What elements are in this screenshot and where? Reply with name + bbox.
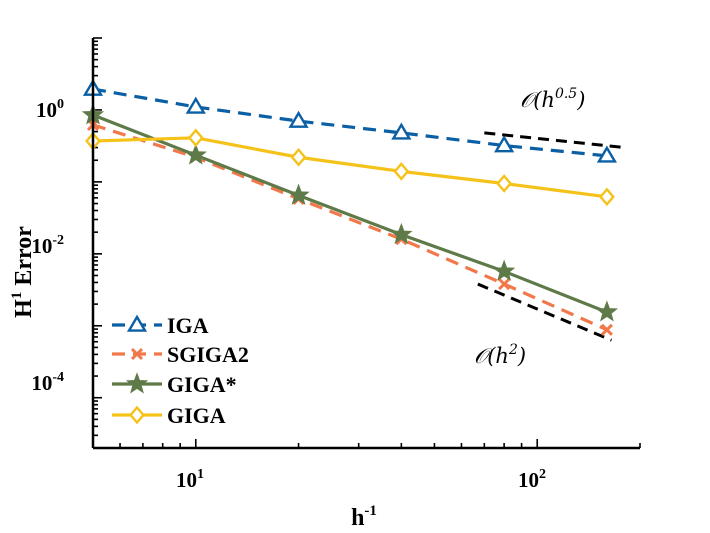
series-giga <box>85 128 615 207</box>
data-point-giga-star <box>184 143 207 165</box>
series-line-iga <box>92 87 608 158</box>
data-point-giga-star <box>595 300 619 322</box>
reference-line-two <box>477 282 613 342</box>
data-point-sgiga2 <box>498 277 511 291</box>
data-point-giga-star <box>287 183 310 205</box>
annotation-order-half: 𝒪(h0.5) <box>520 86 585 112</box>
series-line-sgiga2 <box>92 123 608 332</box>
data-point-giga <box>187 128 204 148</box>
data-point-iga <box>185 96 206 114</box>
x-axis-title: h-1 <box>351 503 377 531</box>
y-axis-title: H1 Error <box>9 226 37 318</box>
legend: IGA SGIGA2 GIGA* GIGA <box>112 313 249 428</box>
y-tick-label-neg2: 10-2 <box>31 233 64 258</box>
legend-marker-giga-star <box>125 372 149 394</box>
y-tick-label-0: 100 <box>36 97 64 122</box>
x-tick-label-10: 101 <box>176 467 204 492</box>
data-point-iga <box>391 122 412 140</box>
series-line-giga <box>92 136 608 199</box>
legend-label-giga-star: GIGA* <box>167 372 237 397</box>
data-point-iga <box>494 135 515 153</box>
y-tick-label-neg4: 10-4 <box>31 370 64 395</box>
legend-marker-iga <box>126 314 148 332</box>
legend-label-sgiga2: SGIGA2 <box>167 342 249 367</box>
reference-line-half <box>484 131 625 150</box>
legend-marker-sgiga2 <box>130 347 144 361</box>
data-point-giga <box>496 174 513 193</box>
data-point-iga <box>596 145 618 163</box>
data-point-giga <box>290 147 307 167</box>
data-point-sgiga2 <box>600 323 613 336</box>
series-line-giga-star <box>92 113 608 314</box>
series-group <box>81 78 619 336</box>
legend-label-giga: GIGA <box>167 403 226 428</box>
x-tick-label-100: 102 <box>518 467 546 492</box>
reference-lines <box>477 131 625 342</box>
data-point-giga <box>598 187 615 207</box>
data-point-iga <box>288 110 309 128</box>
data-point-giga-star <box>492 259 516 281</box>
legend-marks <box>112 314 162 425</box>
data-point-giga-star <box>390 222 413 245</box>
legend-marker-giga <box>129 405 145 425</box>
annotation-order-two: 𝒪(h2) <box>474 342 526 368</box>
legend-label-iga: IGA <box>167 313 209 338</box>
data-point-giga <box>393 162 410 181</box>
